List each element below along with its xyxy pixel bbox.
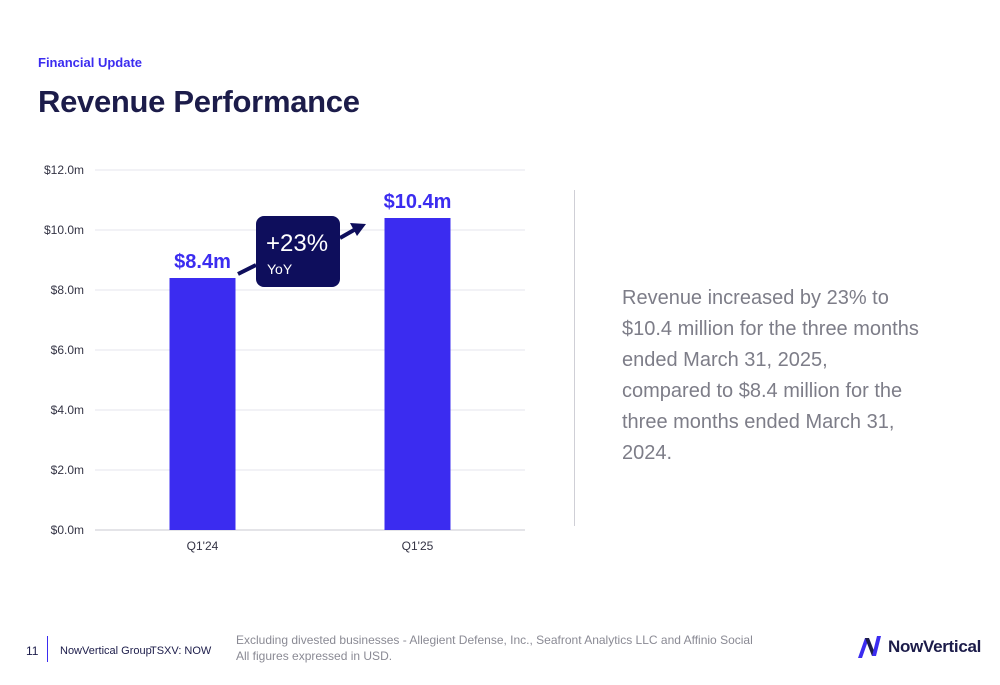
y-tick-label: $2.0m xyxy=(51,463,84,477)
logo-text: NowVertical xyxy=(888,637,982,656)
footer-company: NowVertical Group xyxy=(60,645,152,657)
y-tick-label: $10.0m xyxy=(44,223,84,237)
y-tick-label: $0.0m xyxy=(51,523,84,537)
nowvertical-logo-icon xyxy=(858,636,881,658)
footer-divider xyxy=(47,636,48,662)
y-tick-label: $12.0m xyxy=(44,163,84,177)
annotation-arrowhead xyxy=(350,223,366,236)
yoy-annotation: +23% YoY xyxy=(237,216,366,287)
annotation-badge xyxy=(256,216,340,287)
bar-q1-24 xyxy=(169,278,236,530)
x-tick-label: Q1'25 xyxy=(402,539,434,553)
data-label: $8.4m xyxy=(174,251,231,273)
y-tick-label: $8.0m xyxy=(51,283,84,297)
page-number: 11 xyxy=(26,644,39,658)
footnote: Excluding divested businesses - Allegien… xyxy=(236,632,753,664)
revenue-summary-text: Revenue increased by 23% to $10.4 millio… xyxy=(622,287,919,464)
data-labels: $8.4m $10.4m xyxy=(174,191,451,273)
footer-ticker: TSXV: NOW xyxy=(150,645,212,657)
x-axis: Q1'24 Q1'25 xyxy=(187,539,434,553)
annotation-period: YoY xyxy=(267,261,293,277)
y-axis: $0.0m $2.0m $4.0m $6.0m $8.0m $10.0m $12.0m xyxy=(44,163,84,537)
bars xyxy=(169,218,451,530)
page-title: Revenue Performance xyxy=(38,84,360,119)
y-tick-label: $4.0m xyxy=(51,403,84,417)
section-eyebrow: Financial Update xyxy=(38,55,143,70)
data-label: $10.4m xyxy=(384,191,452,213)
bar-q1-25 xyxy=(384,218,451,530)
footnote-line-2: All figures expressed in USD. xyxy=(236,649,393,663)
y-tick-label: $6.0m xyxy=(51,343,84,357)
footnote-line-1: Excluding divested businesses - Allegien… xyxy=(236,633,753,647)
annotation-connector-right xyxy=(339,228,355,240)
revenue-bar-chart: $0.0m $2.0m $4.0m $6.0m $8.0m $10.0m $12.0m $8… xyxy=(44,163,525,553)
x-tick-label: Q1'24 xyxy=(187,539,219,553)
annotation-connector-left xyxy=(237,263,257,276)
company-logo: NowVertical xyxy=(856,634,981,660)
annotation-percent: +23% xyxy=(266,230,328,257)
vertical-divider xyxy=(574,190,575,526)
